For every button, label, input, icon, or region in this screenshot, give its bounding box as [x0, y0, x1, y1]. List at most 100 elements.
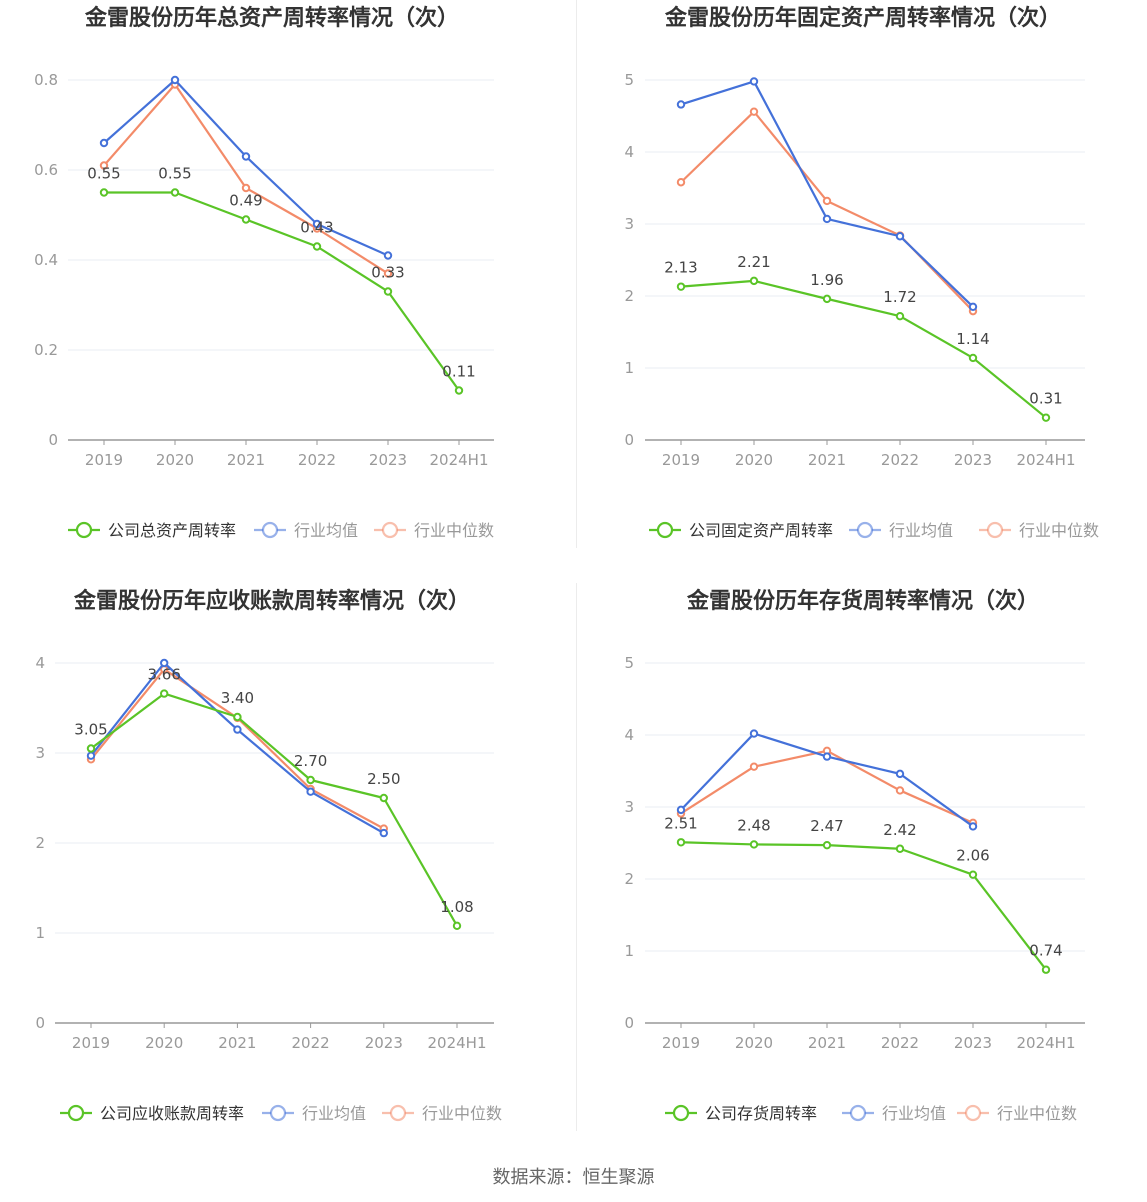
data-point-company: [306, 775, 315, 785]
chart-svg-total-asset-turnover: 金雷股份历年总资产周转率情况（次） 0 0.2 0.4 0.6 0.8 2019 2020 20…: [34, 5, 494, 540]
data-point-average: [968, 822, 978, 831]
legend-label: 公司总资产周转率: [108, 521, 236, 540]
legend-item-company: 公司固定资产周转率: [649, 521, 833, 540]
chart-panel-total-asset-turnover: 金雷股份历年总资产周转率情况（次） 0 0.2 0.4 0.6 0.8 2019 2020 20…: [0, 0, 573, 583]
y-tick-label: 0.8: [34, 71, 58, 89]
data-point-company: [822, 840, 832, 850]
chart-title: 金雷股份历年应收账款周转率情况（次）: [73, 588, 470, 614]
legend-marker: [269, 1104, 287, 1122]
data-point-company: [99, 188, 109, 197]
legend-item-average: 行业均值: [262, 1104, 366, 1123]
chart-title: 金雷股份历年存货周转率情况（次）: [686, 588, 1039, 614]
data-point-average: [749, 729, 759, 738]
data-point-company: [1041, 965, 1051, 974]
data-label: 2.13: [664, 259, 697, 277]
legend-marker: [849, 1104, 867, 1122]
data-label: 3.40: [221, 689, 254, 707]
data-point-company: [452, 921, 462, 930]
x-tick-label: 2023: [954, 1034, 992, 1052]
data-point-average: [383, 251, 393, 260]
data-label: 0.49: [229, 192, 262, 210]
panel-divider-top: [576, 0, 577, 548]
legend-item-company: 公司存货周转率: [665, 1104, 817, 1123]
data-point-average: [895, 232, 905, 241]
legend-label: 行业均值: [302, 1104, 366, 1123]
chart-panel-fixed-asset-turnover: 金雷股份历年固定资产周转率情况（次） 0 1 2 3 4 5 2019 2020 2021 2022…: [577, 0, 1147, 583]
series-line-median: [680, 749, 974, 824]
data-label: 1.08: [440, 898, 473, 916]
data-label: 0.11: [442, 363, 475, 381]
y-tick-label: 0: [48, 431, 58, 449]
y-tick-label: 0: [624, 431, 634, 449]
data-label: 0.74: [1029, 942, 1062, 960]
legend-label: 行业中位数: [997, 1104, 1077, 1123]
legend-item-median: 行业中位数: [979, 521, 1099, 540]
data-point-company: [86, 744, 96, 753]
y-tick-label: 2: [624, 287, 634, 305]
legend-item-average: 行业均值: [254, 521, 358, 540]
data-label: 2.51: [664, 814, 697, 832]
legend-item-company: 公司应收账款周转率: [60, 1104, 244, 1123]
chart-title: 金雷股份历年固定资产周转率情况（次）: [664, 5, 1061, 31]
data-label: 2.70: [294, 752, 327, 770]
data-point-average: [86, 751, 96, 760]
data-point-company: [895, 844, 905, 853]
x-tick-label: 2022: [292, 1034, 330, 1052]
data-point-company: [379, 793, 388, 803]
x-tick-label: 2020: [735, 1034, 773, 1052]
data-point-company: [454, 386, 464, 395]
legend-marker: [75, 521, 93, 539]
x-tick-label: 2024H1: [1017, 451, 1076, 469]
chart-title: 金雷股份历年总资产周转率情况（次）: [84, 5, 459, 31]
data-label: 2.50: [367, 770, 400, 788]
data-point-median: [676, 178, 686, 187]
data-label: 1.96: [810, 271, 843, 289]
data-point-average: [312, 219, 322, 229]
y-tick-label: 0.6: [34, 161, 58, 179]
data-point-average: [895, 769, 905, 779]
data-point-median: [241, 183, 251, 193]
y-tick-label: 4: [624, 143, 634, 161]
data-point-company: [312, 242, 322, 251]
x-tick-label: 2023: [954, 451, 992, 469]
x-tick-label: 2024H1: [1017, 1034, 1076, 1052]
legend-marker: [986, 521, 1004, 539]
panel-divider-bottom: [576, 583, 577, 1131]
chart-svg-receivables-turnover: 金雷股份历年应收账款周转率情况（次） 0 1 2 3 4 2019 2020 2021 2022 2…: [35, 588, 502, 1123]
legend-marker: [381, 521, 399, 539]
x-tick-label: 2019: [72, 1034, 110, 1052]
data-label: 0.33: [371, 264, 404, 282]
legend-item-average: 行业均值: [849, 521, 953, 540]
legend-label: 行业均值: [882, 1104, 946, 1123]
data-point-company: [241, 215, 251, 224]
data-point-median: [383, 269, 393, 278]
data-point-company: [749, 840, 759, 849]
data-point-company: [968, 353, 978, 363]
x-tick-label: 2023: [369, 451, 407, 469]
data-point-company: [822, 294, 832, 304]
legend-label: 行业均值: [889, 521, 953, 540]
y-tick-label: 2: [35, 834, 45, 852]
y-tick-label: 0: [35, 1014, 45, 1032]
data-point-median: [749, 107, 759, 116]
x-tick-label: 2019: [85, 451, 123, 469]
data-point-average: [822, 214, 832, 224]
x-tick-label: 2020: [156, 451, 194, 469]
x-tick-label: 2021: [808, 451, 846, 469]
legend-item-median: 行业中位数: [957, 1104, 1077, 1123]
data-label: 0.31: [1029, 390, 1062, 408]
legend-marker: [261, 521, 279, 539]
data-point-average: [968, 302, 978, 311]
x-tick-label: 2022: [881, 1034, 919, 1052]
legend-label: 公司存货周转率: [705, 1104, 817, 1123]
data-point-average: [822, 752, 832, 761]
legend-marker: [656, 521, 674, 539]
data-point-company: [895, 311, 905, 321]
x-tick-label: 2021: [218, 1034, 256, 1052]
legend-marker: [856, 521, 874, 539]
x-tick-label: 2021: [808, 1034, 846, 1052]
y-tick-label: 5: [624, 71, 634, 89]
y-tick-label: 4: [35, 654, 45, 672]
legend-marker: [67, 1104, 85, 1122]
data-point-company: [749, 276, 759, 286]
